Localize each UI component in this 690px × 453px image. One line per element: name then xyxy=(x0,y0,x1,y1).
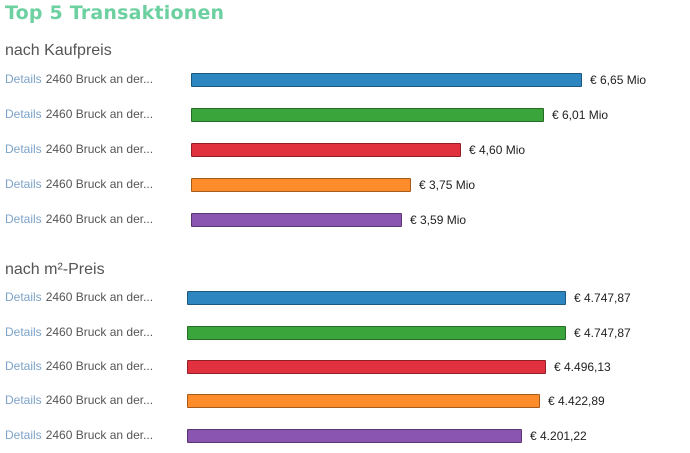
transaction-address: 2460 Bruck an der... xyxy=(45,72,154,86)
transaction-address: 2460 Bruck an der... xyxy=(45,359,154,373)
section-title-kaufpreis: nach Kaufpreis xyxy=(5,42,112,59)
transaction-bar xyxy=(187,360,546,374)
transaction-row: Details 2460 Bruck an der... € 3,59 Mio xyxy=(0,212,690,232)
transaction-address: 2460 Bruck an der... xyxy=(45,393,154,407)
details-link[interactable]: Details xyxy=(5,393,42,407)
details-link[interactable]: Details xyxy=(5,177,42,191)
transaction-value: € 4.422,89 xyxy=(548,394,605,408)
details-link[interactable]: Details xyxy=(5,290,42,304)
transaction-label: Details 2460 Bruck an der... xyxy=(5,290,153,305)
transaction-address: 2460 Bruck an der... xyxy=(45,325,154,339)
transaction-label: Details 2460 Bruck an der... xyxy=(5,359,153,374)
transaction-value: € 6,65 Mio xyxy=(590,73,647,87)
transaction-label: Details 2460 Bruck an der... xyxy=(5,325,153,340)
transaction-label: Details 2460 Bruck an der... xyxy=(5,393,153,408)
transaction-bar xyxy=(187,291,566,305)
transaction-row: Details 2460 Bruck an der... € 4.201,22 xyxy=(0,428,690,448)
transaction-row: Details 2460 Bruck an der... € 4.747,87 xyxy=(0,325,690,345)
transaction-address: 2460 Bruck an der... xyxy=(45,212,154,226)
transaction-address: 2460 Bruck an der... xyxy=(45,428,154,442)
transaction-label: Details 2460 Bruck an der... xyxy=(5,72,153,87)
transaction-row: Details 2460 Bruck an der... € 4.422,89 xyxy=(0,393,690,413)
transaction-value: € 3,75 Mio xyxy=(419,178,476,192)
transaction-address: 2460 Bruck an der... xyxy=(45,177,154,191)
details-link[interactable]: Details xyxy=(5,359,42,373)
transaction-bar xyxy=(191,108,544,122)
transaction-bar xyxy=(191,143,461,157)
details-link[interactable]: Details xyxy=(5,72,42,86)
transaction-bar xyxy=(191,213,402,227)
details-link[interactable]: Details xyxy=(5,325,42,339)
transaction-bar xyxy=(187,394,540,408)
transaction-label: Details 2460 Bruck an der... xyxy=(5,212,153,227)
transaction-row: Details 2460 Bruck an der... € 4.496,13 xyxy=(0,359,690,379)
transaction-address: 2460 Bruck an der... xyxy=(45,107,154,121)
transaction-bar xyxy=(187,326,566,340)
transaction-label: Details 2460 Bruck an der... xyxy=(5,428,153,443)
transaction-row: Details 2460 Bruck an der... € 6,65 Mio xyxy=(0,72,690,92)
transaction-bar xyxy=(191,178,411,192)
transaction-value: € 3,59 Mio xyxy=(410,213,467,227)
transaction-row: Details 2460 Bruck an der... € 4,60 Mio xyxy=(0,142,690,162)
details-link[interactable]: Details xyxy=(5,428,42,442)
transaction-bar xyxy=(191,73,582,87)
transaction-value: € 4,60 Mio xyxy=(469,143,526,157)
transaction-value: € 4.496,13 xyxy=(554,360,611,374)
section-title-m2-preis: nach m²-Preis xyxy=(5,261,105,278)
details-link[interactable]: Details xyxy=(5,212,42,226)
transaction-row: Details 2460 Bruck an der... € 4.747,87 xyxy=(0,290,690,310)
transaction-address: 2460 Bruck an der... xyxy=(45,142,154,156)
page-title: Top 5 Transaktionen xyxy=(5,2,225,24)
transaction-label: Details 2460 Bruck an der... xyxy=(5,107,153,122)
transaction-value: € 6,01 Mio xyxy=(552,108,609,122)
transaction-row: Details 2460 Bruck an der... € 3,75 Mio xyxy=(0,177,690,197)
transaction-value: € 4.201,22 xyxy=(530,429,587,443)
transaction-row: Details 2460 Bruck an der... € 6,01 Mio xyxy=(0,107,690,127)
transaction-label: Details 2460 Bruck an der... xyxy=(5,177,153,192)
transaction-bar xyxy=(187,429,522,443)
transaction-value: € 4.747,87 xyxy=(574,326,631,340)
details-link[interactable]: Details xyxy=(5,107,42,121)
transaction-label: Details 2460 Bruck an der... xyxy=(5,142,153,157)
details-link[interactable]: Details xyxy=(5,142,42,156)
transaction-value: € 4.747,87 xyxy=(574,291,631,305)
transaction-address: 2460 Bruck an der... xyxy=(45,290,154,304)
